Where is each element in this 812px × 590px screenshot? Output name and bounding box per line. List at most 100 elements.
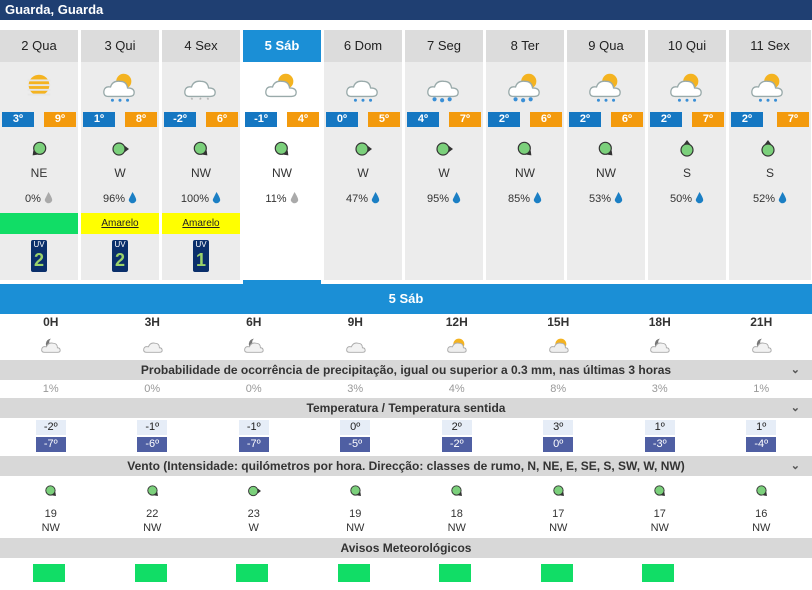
temp-min: 1º (83, 112, 115, 127)
hour-temp: -1º (238, 420, 269, 435)
chevron-down-icon[interactable]: ⌄ (790, 460, 800, 472)
hour-wind-cell: 22 NW (102, 476, 204, 538)
warning-green-box[interactable] (540, 564, 573, 582)
day-label[interactable]: 5 Sáb (243, 30, 321, 62)
warning-green-box[interactable] (439, 564, 471, 582)
day-column-7[interactable]: 9 Qua 2º 6º NW 53% (567, 30, 645, 280)
day-label[interactable]: 11 Sex (729, 30, 811, 62)
precip-value: 85% (507, 193, 531, 205)
temp-max: 4º (287, 112, 319, 127)
uv-index-badge: UV 2 (112, 240, 128, 272)
wind-dir: W (248, 522, 259, 534)
wind-direction: S (682, 166, 691, 180)
precip-prob: 96% (81, 192, 159, 205)
day-column-2[interactable]: 4 Sex * * * -2º 6º NW 100% Amarelo UV 1 (162, 30, 240, 280)
day-label[interactable]: 2 Qua (0, 30, 78, 62)
temp-section-title: Temperatura / Temperatura sentida (306, 401, 506, 415)
hour-label: 18H (648, 315, 671, 329)
precip-value: 96% (102, 193, 126, 205)
wind-direction-icon (552, 485, 564, 496)
temp-section-header[interactable]: Temperatura / Temperatura sentida ⌄ (0, 398, 812, 418)
hour-temp-cell: 2º -2º (406, 418, 508, 456)
drop-icon (212, 192, 221, 204)
day-column-4[interactable]: 6 Dom 0º 5º W 47% (324, 30, 402, 280)
precip-section-header[interactable]: Probabilidade de ocorrência de precipita… (0, 360, 812, 380)
drop-icon (452, 192, 461, 204)
day-column-9[interactable]: 11 Sex 2º 7º S 52% (729, 30, 811, 280)
precip-value: 53% (588, 193, 612, 205)
temp-max: 9º (44, 112, 76, 127)
warning-level[interactable]: Amarelo (162, 213, 240, 234)
hour-icon-cell (203, 330, 305, 360)
hour-label: 3H (144, 315, 160, 329)
uv-label: UV (114, 240, 126, 249)
day-label[interactable]: 4 Sex (162, 30, 240, 62)
hour-temp: -1º (137, 420, 168, 435)
hour-icon-cell (711, 330, 812, 360)
warning-green-box[interactable] (337, 564, 370, 582)
day-column-1[interactable]: 3 Qui 1º 8º W 96% Amarelo UV 2 (81, 30, 159, 280)
warning-green-box[interactable] (134, 564, 167, 582)
sun-cloud-icon (447, 338, 467, 353)
wind-direction: NW (272, 166, 292, 180)
warning-green-box[interactable] (236, 564, 268, 582)
wind-speed: 22 (146, 508, 159, 520)
hour-temp-cell: -2º -7º (0, 418, 102, 456)
temp-max: 8º (125, 112, 157, 127)
uv-label: UV (195, 240, 207, 249)
day-label[interactable]: 3 Qui (81, 30, 159, 62)
warning-level[interactable]: Amarelo (81, 213, 159, 234)
sun-cloud-rain-icon (589, 73, 621, 102)
day-label[interactable]: 8 Ter (486, 30, 564, 62)
day-temps: 0º 5º (326, 112, 400, 127)
moon-cloud-icon (244, 338, 264, 353)
temp-min: 2º (650, 112, 682, 127)
day-label[interactable]: 7 Seg (405, 30, 483, 62)
wind-row: 19 NW 22 NW 23 W 19 NW 18 NW 17 NW 17 NW 16 NW (0, 476, 812, 538)
hour-precip: 0% (245, 383, 262, 395)
hour-wind-cell: 19 NW (0, 476, 102, 538)
warnings-row (0, 558, 812, 588)
hour-temp: 2º (441, 420, 472, 435)
day-column-6[interactable]: 8 Ter 2º 6º NW 85% (486, 30, 564, 280)
day-temps: 2º 6º (569, 112, 643, 127)
day-label[interactable]: 6 Dom (324, 30, 402, 62)
day-label[interactable]: 9 Qua (567, 30, 645, 62)
day-column-3[interactable]: 5 Sáb -1º 4º NW 11% (243, 30, 321, 284)
sun-cloud-heavy-rain-icon (508, 73, 540, 103)
wind-dir: NW (447, 522, 466, 534)
warning-green-box[interactable] (642, 564, 674, 582)
temp-min: 4º (407, 112, 439, 127)
warning-green-box[interactable] (33, 564, 65, 582)
hour-precip: 3% (347, 383, 364, 395)
chevron-down-icon[interactable]: ⌄ (790, 364, 800, 376)
temp-max: 5º (368, 112, 400, 127)
temp-max: 7º (692, 112, 724, 127)
wind-direction-icon (598, 141, 613, 156)
hour-temp: 1º (644, 420, 675, 435)
hour-temp-cell: -1º -7º (203, 418, 305, 456)
day-label[interactable]: 10 Qui (648, 30, 726, 62)
warning-level[interactable] (0, 213, 78, 234)
precip-row: 1% 0% 0% 3% 4% 8% 3% 1% (0, 380, 812, 398)
day-column-0[interactable]: 2 Qua 3º 9º NE 0% UV 2 (0, 30, 78, 280)
hour-precip: 4% (448, 383, 465, 395)
day-column-5[interactable]: 7 Seg 4º 7º W 95% (405, 30, 483, 280)
hourly-forecast: 0H 3H 6H 9H 12H 15H 18H 21H Probabilidade de oc… (0, 314, 812, 588)
wind-direction: W (357, 166, 369, 180)
wind-speed: 18 (450, 508, 463, 520)
svg-text:*: * (199, 97, 202, 104)
wind-section-header[interactable]: Vento (Intensidade: quilómetros por hora… (0, 456, 812, 476)
hour-wind-cell: 19 NW (305, 476, 407, 538)
wind-section-title: Vento (Intensidade: quilómetros por hora… (127, 459, 685, 473)
sun-cloud-rain-icon (103, 73, 135, 102)
wind-dir: NW (346, 522, 365, 534)
chevron-down-icon[interactable]: ⌄ (790, 402, 800, 414)
hour-feels-like: -6º (137, 437, 168, 452)
warning-cell (406, 558, 508, 588)
wind-speed: 17 (653, 508, 666, 520)
day-column-8[interactable]: 10 Qui 2º 7º S 50% (648, 30, 726, 280)
hour-feels-like: -7º (238, 437, 269, 452)
location-title: Guarda, Guarda (0, 0, 812, 20)
precip-value: 11% (265, 193, 287, 205)
